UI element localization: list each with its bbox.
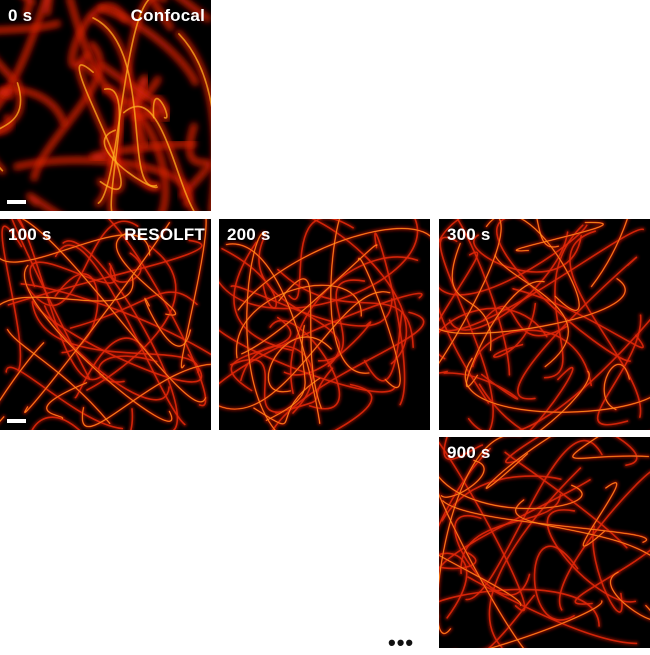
time-label: 100 s	[8, 226, 52, 243]
time-label: 900 s	[447, 444, 491, 461]
mode-label: Confocal	[131, 7, 205, 24]
time-label: 300 s	[447, 226, 491, 243]
ellipsis-indicator: •••	[388, 632, 414, 654]
filament-image	[219, 219, 430, 430]
filament	[534, 546, 577, 620]
panel-resolft-100s: 100 s RESOLFT	[0, 219, 211, 430]
scale-bar	[7, 419, 26, 423]
filament-image	[439, 437, 650, 648]
filament-image	[0, 0, 211, 211]
panel-resolft-300s: 300 s	[439, 219, 650, 430]
filament-image	[0, 219, 211, 430]
time-label: 200 s	[227, 226, 271, 243]
mode-label: RESOLFT	[124, 226, 205, 243]
time-label: 0 s	[8, 7, 32, 24]
panel-confocal-0s: 0 s Confocal	[0, 0, 211, 211]
panel-resolft-200s: 200 s	[219, 219, 430, 430]
scale-bar	[7, 200, 26, 204]
panel-resolft-900s: 900 s	[439, 437, 650, 648]
filament-image	[439, 219, 650, 430]
